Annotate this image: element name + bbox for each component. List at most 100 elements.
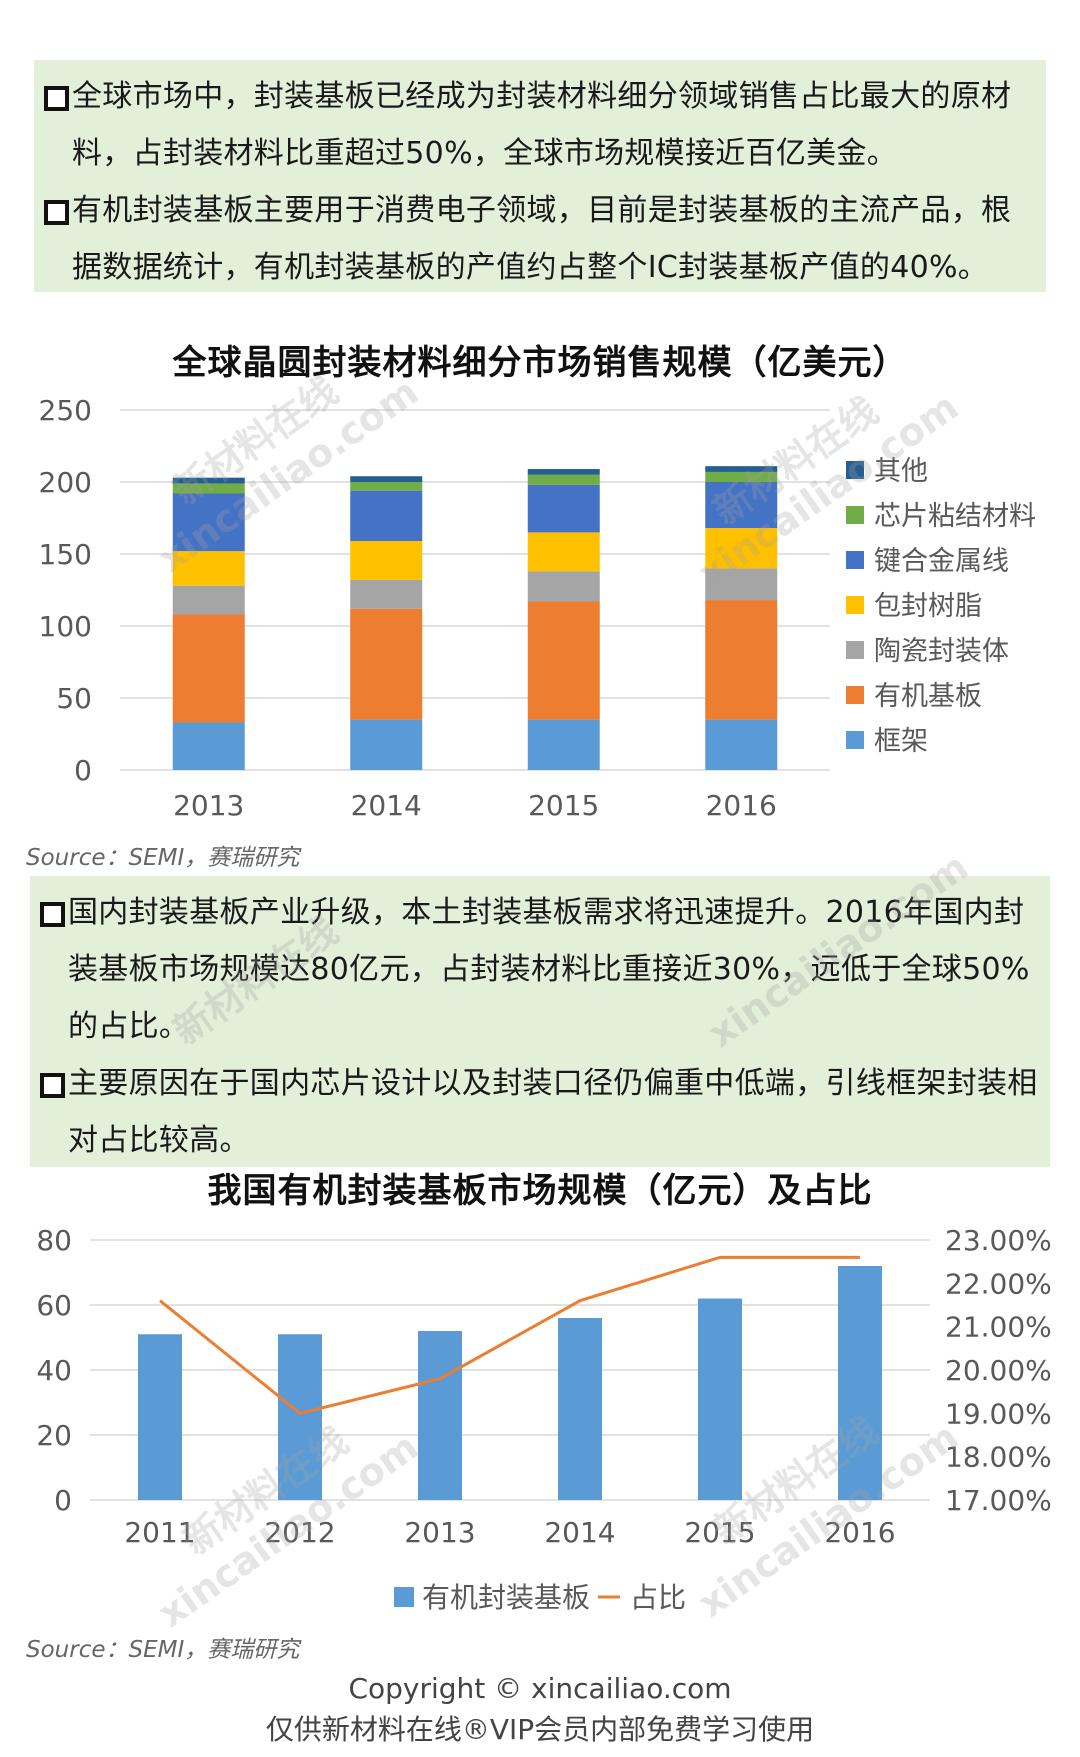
x-tick-label: 2012 — [264, 1516, 335, 1549]
bullet-square-icon — [40, 902, 65, 927]
legend-swatch — [846, 461, 864, 479]
bullet-text: 国内封装基板产业升级，本土封装基板需求将迅速提升。2016年国内封装基板市场规模… — [68, 895, 1030, 1044]
bullet-text: 全球市场中，封装基板已经成为封装材料细分领域销售占比最大的原材料，占封装材料比重… — [72, 79, 1012, 171]
bullet-text: 主要原因在于国内芯片设计以及封装口径仍偏重中低端，引线框架封装相对占比较高。 — [68, 1066, 1038, 1158]
legend-label: 有机封装基板 — [422, 1581, 590, 1614]
bar-segment — [705, 466, 778, 472]
bar-segment — [172, 722, 245, 770]
chart1-stacked-bar: 0 50 100 150 200 250 2013 2014 2015 2016 其他芯片粘结材料键… — [39, 394, 1036, 822]
y-tick-label: 100 — [39, 610, 92, 643]
summary-box-global: 全球市场中，封装基板已经成为封装材料细分领域销售占比最大的原材料，占封装材料比重… — [34, 60, 1046, 292]
bar-segment — [350, 541, 423, 580]
bar-segment — [705, 471, 778, 482]
bullet-item: 主要原因在于国内芯片设计以及封装口径仍偏重中低端，引线框架封装相对占比较高。 — [30, 1055, 1050, 1169]
bar — [278, 1334, 322, 1500]
y2-tick-label: 19.00% — [945, 1397, 1052, 1430]
bar — [418, 1331, 462, 1500]
y-tick-label: 0 — [74, 754, 92, 787]
bullet-item: 全球市场中，封装基板已经成为封装材料细分领域销售占比最大的原材料，占封装材料比重… — [34, 68, 1046, 182]
bar — [138, 1334, 182, 1500]
x-tick-label: 2013 — [173, 789, 244, 822]
bar — [558, 1318, 602, 1500]
x-tick-label: 2011 — [124, 1516, 195, 1549]
legend-label: 键合金属线 — [874, 546, 1009, 577]
chart2-bar-line: 0 20 40 60 80 17.00% 18.00% 19.00% 20.00% 21.00% 2… — [36, 1224, 1052, 1614]
bar-segment — [172, 551, 245, 586]
y-tick-label: 80 — [36, 1224, 72, 1257]
bullet-item: 有机封装基板主要用于消费电子领域，目前是封装基板的主流产品，根据数据统计，有机封… — [34, 182, 1046, 296]
chart2-source: Source：SEMI，赛瑞研究 — [26, 1637, 300, 1663]
bar-segment — [705, 719, 778, 770]
bar-segment — [527, 532, 600, 572]
copyright-line: Copyright © xincailiao.com — [348, 1672, 732, 1705]
y-tick-label: 200 — [39, 466, 92, 499]
y2-tick-label: 18.00% — [945, 1441, 1052, 1474]
bar-segment — [705, 568, 778, 601]
x-tick-label: 2013 — [404, 1516, 475, 1549]
y-tick-label: 40 — [36, 1354, 72, 1387]
bar-segment — [705, 528, 778, 569]
bar-segment — [527, 484, 600, 533]
x-tick-label: 2014 — [544, 1516, 615, 1549]
y-tick-label: 60 — [36, 1289, 72, 1322]
y2-tick-label: 17.00% — [945, 1484, 1052, 1517]
bar-segment — [350, 490, 423, 542]
chart2-title: 我国有机封装基板市场规模（亿元）及占比 — [207, 1171, 873, 1211]
summary-box-domestic: 国内封装基板产业升级，本土封装基板需求将迅速提升。2016年国内封装基板市场规模… — [30, 876, 1050, 1167]
legend-swatch — [394, 1587, 414, 1607]
legend-label: 有机基板 — [874, 681, 982, 712]
bar-segment — [527, 474, 600, 485]
x-tick-label: 2016 — [824, 1516, 895, 1549]
y2-tick-label: 23.00% — [945, 1224, 1052, 1257]
y2-tick-label: 20.00% — [945, 1354, 1052, 1387]
bar-segment — [527, 571, 600, 602]
bar-segment — [705, 482, 778, 529]
bullet-square-icon — [44, 200, 69, 225]
y2-tick-label: 22.00% — [945, 1267, 1052, 1300]
y-tick-label: 250 — [39, 394, 92, 427]
legend-label: 包封树脂 — [874, 591, 982, 622]
legend-label: 陶瓷封装体 — [874, 636, 1009, 667]
chart1-title: 全球晶圆封装材料细分市场销售规模（亿美元） — [172, 343, 908, 383]
y-tick-label: 150 — [39, 538, 92, 571]
y-tick-label: 0 — [54, 1484, 72, 1517]
bar-segment — [172, 483, 245, 494]
x-tick-label: 2015 — [528, 789, 599, 822]
bar — [698, 1298, 742, 1500]
bar-segment — [172, 493, 245, 552]
bar-segment — [527, 719, 600, 770]
bullet-text: 有机封装基板主要用于消费电子领域，目前是封装基板的主流产品，根据数据统计，有机封… — [72, 193, 1012, 285]
x-tick-label: 2015 — [684, 1516, 755, 1549]
legend-swatch — [846, 506, 864, 524]
bar-segment — [350, 476, 423, 482]
legend-swatch — [846, 686, 864, 704]
bar-segment — [172, 477, 245, 484]
chart1-source: Source：SEMI，赛瑞研究 — [26, 845, 300, 871]
legend-label: 占比 — [630, 1581, 686, 1614]
legend-label: 芯片粘结材料 — [874, 501, 1036, 532]
legend-label: 其他 — [874, 456, 928, 487]
bar-segment — [172, 585, 245, 615]
bar-segment — [350, 719, 423, 770]
legend-swatch — [846, 641, 864, 659]
bar-segment — [527, 601, 600, 720]
y-tick-label: 20 — [36, 1419, 72, 1452]
y2-tick-label: 21.00% — [945, 1311, 1052, 1344]
legend-swatch — [846, 551, 864, 569]
legend-swatch — [846, 731, 864, 749]
bar — [838, 1266, 882, 1500]
legend-swatch — [846, 596, 864, 614]
usage-notice: 仅供新材料在线®VIP会员内部免费学习使用 — [265, 1713, 815, 1746]
bar-segment — [350, 482, 423, 491]
bullet-square-icon — [40, 1073, 65, 1098]
bar-segment — [172, 614, 245, 723]
bar-segment — [350, 608, 423, 720]
bar-segment — [705, 600, 778, 720]
legend-label: 框架 — [874, 726, 928, 757]
bar-segment — [350, 579, 423, 609]
bullet-square-icon — [44, 86, 69, 111]
x-tick-label: 2014 — [351, 789, 422, 822]
series-line — [159, 1255, 860, 1415]
y-tick-label: 50 — [56, 682, 92, 715]
bar-segment — [527, 469, 600, 475]
